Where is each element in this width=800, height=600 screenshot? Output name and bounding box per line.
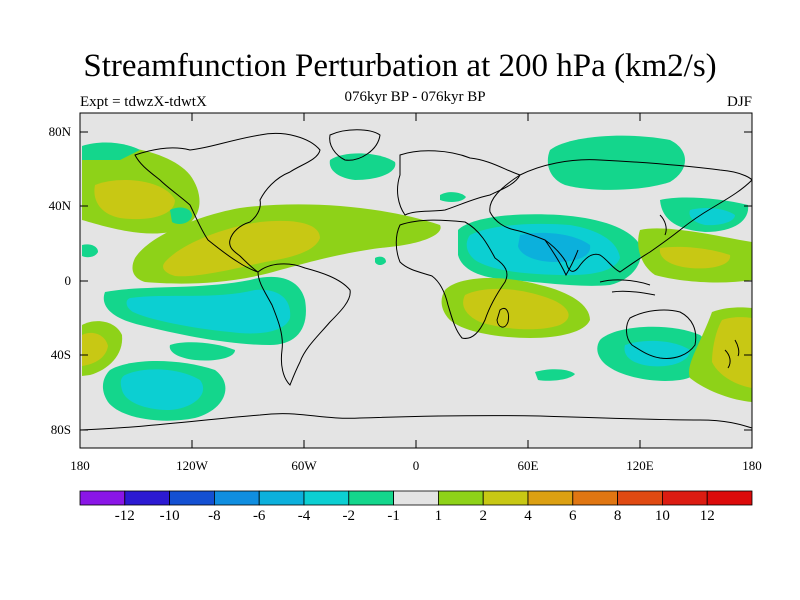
lon-label-120w: 120W bbox=[176, 458, 208, 473]
colorbar-label: 8 bbox=[613, 508, 622, 524]
colorbar-label: 2 bbox=[479, 508, 487, 524]
contour-region bbox=[624, 340, 690, 367]
colorbar-label: -1 bbox=[387, 508, 400, 524]
contour-region bbox=[170, 207, 192, 224]
contour-region bbox=[126, 289, 291, 334]
lon-label-0: 0 bbox=[412, 458, 420, 473]
colorbar-swatch bbox=[437, 490, 484, 506]
coastline-new-zealand bbox=[724, 339, 740, 369]
lon-label-60e: 60E bbox=[517, 458, 539, 473]
contour-region bbox=[169, 342, 235, 361]
colorbar-swatch bbox=[213, 490, 260, 506]
lat-label-0: 0 bbox=[64, 273, 72, 288]
coastline-africa bbox=[395, 219, 508, 339]
colorbar-label: -2 bbox=[342, 508, 356, 524]
contour-region bbox=[120, 369, 204, 410]
colorbar-label: -4 bbox=[297, 508, 311, 524]
colorbar-swatch bbox=[258, 490, 305, 506]
colorbar-label: 10 bbox=[654, 508, 670, 524]
plot-subtitle: 076kyr BP - 076kyr BP bbox=[344, 89, 486, 105]
colorbar-label: -10 bbox=[159, 508, 180, 524]
lat-label-80n: 80N bbox=[48, 124, 71, 139]
contour-region bbox=[689, 207, 735, 226]
colorbar-swatch bbox=[662, 490, 708, 506]
contour-region bbox=[535, 369, 575, 381]
colorbar-label: -6 bbox=[252, 508, 266, 524]
coastline-europe bbox=[397, 150, 521, 216]
colorbar-swatch bbox=[617, 490, 663, 506]
lat-ticks bbox=[80, 131, 752, 431]
lat-label-40s: 40S bbox=[50, 347, 71, 362]
colorbar-label: 12 bbox=[699, 508, 715, 524]
colorbar-swatch bbox=[527, 490, 574, 506]
contour-region bbox=[463, 288, 569, 330]
contour-region bbox=[547, 135, 685, 190]
coastline-indonesia bbox=[599, 279, 656, 296]
experiment-label: Expt = tdwzX-tdwtX bbox=[80, 94, 207, 110]
coastline-north-america bbox=[134, 132, 321, 273]
contour-region bbox=[440, 192, 466, 202]
lon-label-60w: 60W bbox=[291, 458, 317, 473]
contour-region bbox=[82, 244, 98, 258]
colorbar-label: -12 bbox=[114, 508, 135, 524]
colorbar-swatch bbox=[482, 490, 529, 506]
season-label: DJF bbox=[726, 94, 752, 110]
coastline-australia bbox=[626, 309, 697, 359]
colorbar-swatch bbox=[572, 490, 618, 506]
lat-label-40n: 40N bbox=[48, 198, 71, 213]
coastline-greenland bbox=[329, 129, 381, 161]
colorbar-label: 6 bbox=[569, 508, 577, 524]
contour-region bbox=[163, 220, 320, 277]
coastline-madagascar bbox=[496, 307, 509, 328]
coastline-asia bbox=[489, 159, 752, 273]
lon-label-120e: 120E bbox=[626, 458, 654, 473]
contour-region bbox=[712, 317, 752, 388]
colorbar-swatch bbox=[79, 490, 126, 506]
colorbar-label: 1 bbox=[434, 508, 443, 524]
contour-region bbox=[82, 332, 108, 366]
lon-ticks bbox=[79, 113, 753, 448]
contour-region bbox=[82, 142, 140, 160]
colorbar bbox=[79, 490, 753, 506]
lon-label-180w: 180 bbox=[70, 458, 90, 473]
contour-region bbox=[659, 246, 731, 269]
contour-region bbox=[375, 256, 386, 265]
contour-region bbox=[94, 180, 175, 220]
colorbar-swatch bbox=[169, 490, 215, 506]
coastlines bbox=[80, 129, 752, 431]
colorbar-swatch bbox=[124, 490, 171, 506]
coastline-south-america bbox=[257, 263, 351, 386]
contour-fields bbox=[82, 135, 752, 421]
colorbar-swatch bbox=[706, 490, 753, 506]
colorbar-label: -8 bbox=[208, 508, 221, 524]
colorbar-label: 4 bbox=[524, 508, 532, 524]
colorbar-swatch bbox=[303, 490, 350, 506]
colorbar-swatch bbox=[348, 490, 394, 506]
coastline-japan bbox=[659, 214, 667, 236]
lat-label-80s: 80S bbox=[50, 422, 71, 437]
plot-title: Streamfunction Perturbation at 200 hPa (… bbox=[83, 48, 717, 84]
colorbar-swatch bbox=[393, 490, 439, 506]
coastline-india bbox=[544, 239, 579, 277]
coastline-antarctica bbox=[80, 413, 752, 431]
lon-label-180e: 180 bbox=[742, 458, 762, 473]
